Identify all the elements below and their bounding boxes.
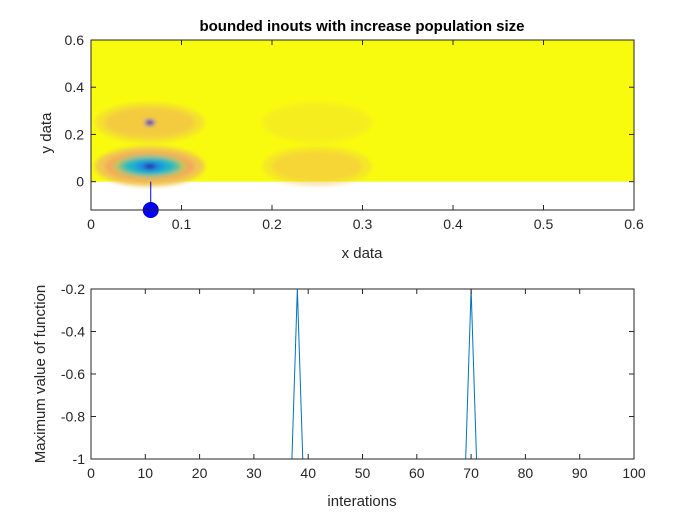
x-tick-label: 40 xyxy=(300,465,316,481)
x-tick-label: 10 xyxy=(138,465,154,481)
line-y-label: Maximum value of function xyxy=(32,285,49,463)
heatmap-x-label: x data xyxy=(342,245,384,262)
x-tick-label: 0.1 xyxy=(172,216,192,232)
heatmap-blob-ring xyxy=(272,151,363,182)
line-y-ticks: -1 -0.8 -0.6 -0.4 -0.2 xyxy=(61,281,634,467)
x-tick-label: 90 xyxy=(572,465,588,481)
heatmap-blob xyxy=(94,146,205,187)
x-tick-label: 0.4 xyxy=(443,216,463,232)
heatmap-x-ticks: 0 0.1 0.2 0.3 0.4 0.5 0.6 xyxy=(87,40,644,232)
x-tick-label: 30 xyxy=(246,465,262,481)
heatmap-blob xyxy=(262,102,373,143)
x-tick-label: 50 xyxy=(355,465,371,481)
x-tick-label: 100 xyxy=(622,465,646,481)
x-tick-label: 20 xyxy=(192,465,208,481)
line-axes-background xyxy=(91,289,634,459)
x-tick-label: 80 xyxy=(518,465,534,481)
x-tick-label: 0 xyxy=(87,465,95,481)
heatmap-blob xyxy=(262,146,373,187)
x-tick-label: 0.2 xyxy=(262,216,282,232)
line-x-label: interations xyxy=(327,493,396,510)
line-subplot: 0 10 20 30 40 50 60 70 80 90 100 -1 -0.8 -0.6 -0.4 -0.… xyxy=(32,281,646,510)
heatmap-blob-ring xyxy=(146,164,153,169)
y-tick-label: 0.6 xyxy=(65,32,85,48)
y-tick-label: -0.8 xyxy=(61,409,85,425)
heatmap-title: bounded inouts with increase population … xyxy=(199,18,524,35)
y-tick-label: 0 xyxy=(76,174,84,190)
heatmap-blobs xyxy=(94,102,373,187)
y-tick-label: -0.6 xyxy=(61,366,85,382)
heatmap-blob xyxy=(94,102,205,143)
heatmap-blob-ring xyxy=(262,102,373,143)
y-tick-label: 0.2 xyxy=(65,126,85,142)
x-tick-label: 70 xyxy=(463,465,479,481)
x-tick-label: 0.6 xyxy=(624,216,644,232)
heatmap-y-label: y data xyxy=(38,112,55,154)
y-tick-label: 0.4 xyxy=(65,79,85,95)
heatmap-blob-core xyxy=(147,121,152,125)
heatmap-y-ticks: 0 0.2 0.4 0.6 xyxy=(65,32,634,190)
y-tick-label: -1 xyxy=(73,451,86,467)
x-tick-label: 0.3 xyxy=(353,216,373,232)
y-tick-label: -0.4 xyxy=(61,324,85,340)
x-tick-label: 0 xyxy=(87,216,95,232)
line-x-ticks: 0 10 20 30 40 50 60 70 80 90 100 xyxy=(87,289,646,481)
x-tick-label: 60 xyxy=(409,465,425,481)
heatmap-subplot: bounded inouts with increase population … xyxy=(38,18,644,262)
x-tick-label: 0.5 xyxy=(534,216,554,232)
y-tick-label: -0.2 xyxy=(61,281,85,297)
